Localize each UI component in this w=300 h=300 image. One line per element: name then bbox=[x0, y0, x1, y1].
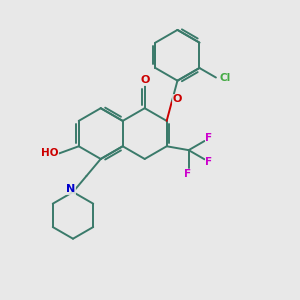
Text: HO: HO bbox=[41, 148, 58, 158]
Text: N: N bbox=[66, 184, 75, 194]
Text: F: F bbox=[184, 169, 191, 179]
Text: Cl: Cl bbox=[219, 73, 230, 82]
Text: F: F bbox=[206, 133, 212, 143]
Text: O: O bbox=[173, 94, 182, 104]
Text: F: F bbox=[206, 157, 212, 167]
Text: O: O bbox=[140, 76, 149, 85]
